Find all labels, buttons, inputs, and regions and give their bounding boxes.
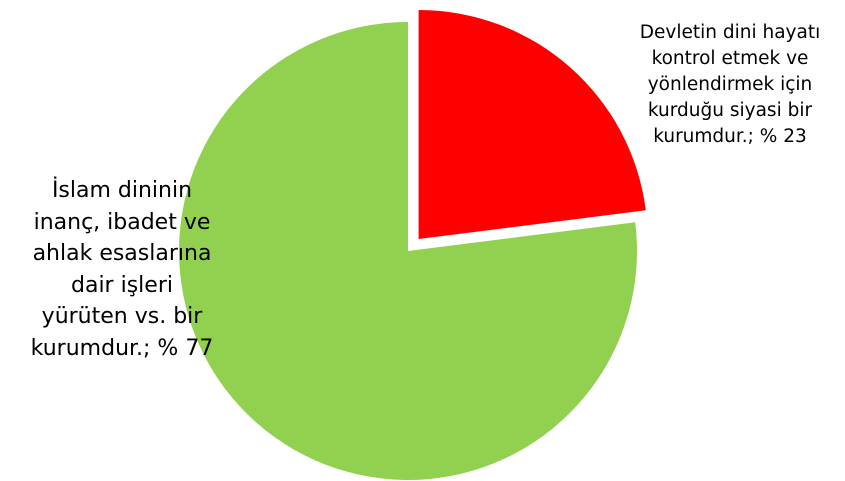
- slice-label-devletin: Devletin dini hayatı kontrol etmek ve yö…: [639, 22, 821, 147]
- slice-label-islam: İslam dininin inanç, ibadet ve ahlak esa…: [30, 178, 214, 361]
- slice-devletin: [418, 9, 646, 239]
- slice-islam: [179, 22, 637, 480]
